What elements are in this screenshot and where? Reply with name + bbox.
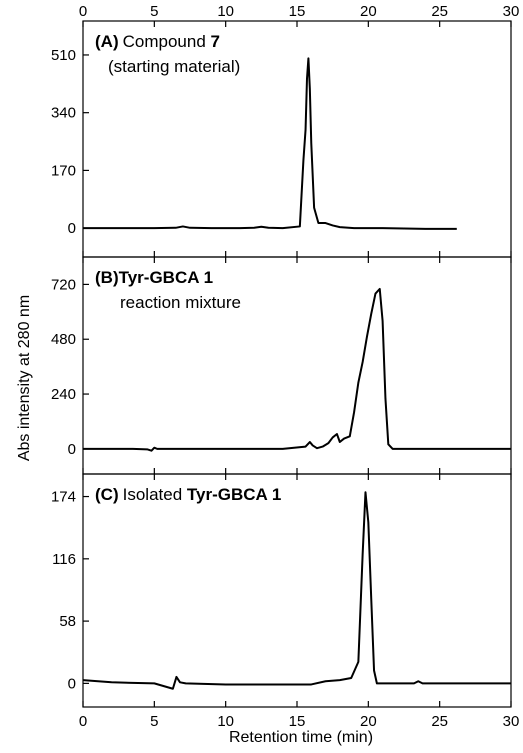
panel-label-tag: (B) — [95, 268, 119, 287]
panel-c: 0 58 116 174 (C) Isolated Tyr-GBCA 1 — [51, 473, 512, 708]
x-tick-label: 25 — [431, 713, 448, 730]
y-tick-label: 240 — [51, 386, 76, 403]
x-tick-label-top: 5 — [150, 3, 158, 20]
panel-label-line2: reaction mixture — [120, 293, 241, 312]
y-tick-label: 116 — [52, 551, 76, 568]
y-tick-label: 480 — [51, 331, 76, 348]
panel-b: 0 240 480 720 (B)Tyr-GBCA 1 reaction mixture — [51, 256, 512, 475]
panel-label-tag: (A) — [95, 32, 119, 51]
y-tick-label: 170 — [51, 162, 76, 179]
panel-label-line2: (starting material) — [108, 57, 240, 76]
y-tick-label: 0 — [68, 675, 76, 692]
x-axis-layer: 0 0 5 5 10 10 15 15 20 20 25 25 30 30 — [79, 3, 520, 730]
y-tick-label: 174 — [51, 489, 76, 506]
panels-layer: 0 170 340 510 (A) Compound 7 (starting materia… — [51, 20, 512, 708]
x-tick-label-top: 15 — [289, 3, 306, 20]
y-tick-label: 58 — [59, 613, 76, 630]
y-axis-title: Abs intensity at 280 nm — [16, 295, 33, 461]
panel-label-bold: 7 — [211, 32, 220, 51]
y-tick-label: 0 — [68, 220, 76, 237]
y-tick-label: 720 — [51, 276, 76, 293]
panel-label-tag: (C) — [95, 485, 119, 504]
series-line-c — [82, 491, 511, 690]
panel-label-bold: Tyr-GBCA 1 — [187, 485, 281, 504]
panel-label: (B)Tyr-GBCA 1 — [95, 268, 213, 287]
panel-frame — [82, 256, 512, 475]
x-tick-label-top: 20 — [360, 3, 377, 20]
y-tick-label: 510 — [51, 47, 76, 64]
panel-label: (A) Compound 7 — [95, 32, 220, 51]
x-tick-label: 10 — [217, 713, 234, 730]
series-line-b — [83, 287, 511, 452]
x-tick-label: 30 — [503, 713, 520, 730]
x-tick-label-top: 10 — [217, 3, 234, 20]
x-tick-label: 20 — [360, 713, 377, 730]
panel-a: 0 170 340 510 (A) Compound 7 (starting materia… — [51, 20, 512, 258]
panel-label: (C) Isolated Tyr-GBCA 1 — [95, 485, 281, 504]
x-axis-title: Retention time (min) — [229, 729, 373, 746]
x-tick-label-top: 0 — [79, 3, 87, 20]
panel-frame — [82, 473, 512, 708]
panel-label-text: Compound — [123, 32, 211, 51]
x-tick-label: 15 — [289, 713, 306, 730]
y-tick-label: 340 — [51, 105, 76, 122]
panel-label-text: Isolated — [123, 485, 187, 504]
x-tick-label-top: 30 — [503, 3, 520, 20]
panel-label-bold: Tyr-GBCA 1 — [119, 268, 213, 287]
x-tick-label: 0 — [79, 713, 87, 730]
series-line-a — [83, 57, 457, 230]
x-tick-label: 5 — [150, 713, 158, 730]
y-tick-label: 0 — [68, 441, 76, 458]
x-tick-label-top: 25 — [431, 3, 448, 20]
